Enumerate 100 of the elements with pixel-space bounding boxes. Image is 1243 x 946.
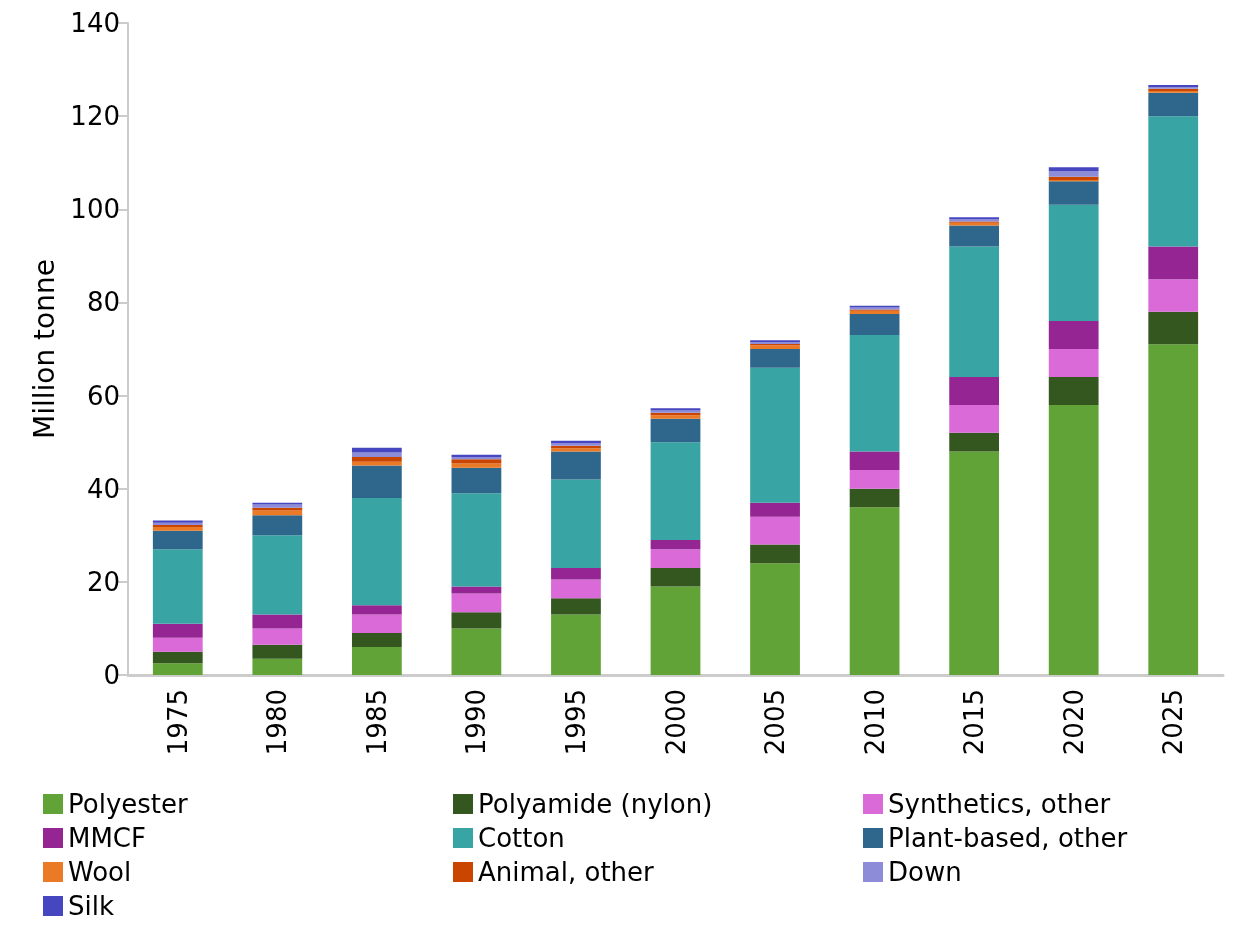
y-axis-title: Million tonne bbox=[27, 259, 61, 439]
bar bbox=[252, 658, 303, 675]
y-tick-label: 120 bbox=[70, 101, 120, 132]
bar bbox=[451, 593, 502, 613]
x-tick-label: 2015 bbox=[959, 689, 990, 756]
bar bbox=[750, 563, 800, 675]
bar bbox=[551, 567, 601, 580]
bar bbox=[152, 549, 203, 624]
bar bbox=[1148, 344, 1199, 675]
bar bbox=[849, 507, 900, 675]
bar bbox=[750, 516, 800, 545]
y-tick-label: 100 bbox=[70, 194, 120, 225]
bar bbox=[849, 310, 900, 315]
bar bbox=[949, 225, 1000, 247]
bar bbox=[551, 579, 601, 599]
bar bbox=[451, 463, 502, 468]
bar bbox=[750, 349, 800, 368]
bar bbox=[1048, 321, 1099, 349]
legend-label: Down bbox=[888, 857, 962, 887]
legend-label: Cotton bbox=[478, 823, 565, 853]
bar bbox=[451, 493, 502, 587]
bar bbox=[152, 663, 203, 675]
bar bbox=[949, 246, 1000, 377]
bar bbox=[551, 479, 601, 568]
bar bbox=[351, 614, 402, 634]
y-tick-label: 20 bbox=[86, 566, 120, 597]
x-tick-label: 2005 bbox=[760, 689, 791, 756]
bar bbox=[1048, 181, 1099, 205]
legend-label: Plant-based, other bbox=[888, 823, 1128, 853]
x-tick-label: 2000 bbox=[660, 689, 691, 756]
bar bbox=[451, 586, 502, 594]
bar bbox=[351, 465, 402, 499]
legend-label: Polyamide (nylon) bbox=[478, 789, 713, 819]
bar bbox=[1048, 404, 1099, 675]
bar bbox=[650, 418, 701, 443]
bar bbox=[650, 442, 701, 540]
bar bbox=[1148, 116, 1199, 247]
bar bbox=[949, 451, 1000, 675]
y-tick-label: 40 bbox=[86, 473, 120, 504]
legend-label: Wool bbox=[68, 857, 132, 887]
x-tick-label: 1975 bbox=[162, 689, 193, 756]
legend-label: Silk bbox=[68, 891, 115, 921]
x-tick-label: 2020 bbox=[1058, 689, 1089, 756]
bar bbox=[849, 470, 900, 489]
x-tick-label: 2025 bbox=[1158, 689, 1189, 756]
bar bbox=[252, 644, 303, 659]
bar bbox=[351, 633, 402, 648]
bar bbox=[152, 526, 203, 531]
x-tick-label: 1985 bbox=[361, 689, 392, 756]
bar bbox=[451, 467, 502, 494]
bar bbox=[949, 404, 1000, 433]
y-tick-label: 0 bbox=[103, 660, 120, 690]
bar bbox=[1148, 246, 1199, 280]
bar bbox=[152, 623, 203, 638]
bar bbox=[152, 651, 203, 664]
bar bbox=[849, 314, 900, 336]
bar bbox=[252, 628, 303, 645]
bar bbox=[252, 515, 303, 536]
bar bbox=[252, 614, 303, 629]
bar bbox=[949, 376, 1000, 405]
bar bbox=[451, 612, 502, 629]
legend-label: MMCF bbox=[68, 823, 146, 853]
bar bbox=[650, 539, 701, 550]
bar bbox=[351, 647, 402, 675]
bar bbox=[750, 544, 800, 564]
bar bbox=[1048, 171, 1099, 177]
bar bbox=[849, 488, 900, 508]
bar bbox=[351, 452, 402, 458]
bar bbox=[750, 367, 800, 503]
legend-label: Animal, other bbox=[478, 857, 655, 887]
bar bbox=[650, 549, 701, 568]
y-tick-label: 140 bbox=[70, 8, 120, 38]
bar bbox=[351, 605, 402, 615]
bar bbox=[1048, 349, 1099, 377]
bar bbox=[750, 502, 800, 517]
bar bbox=[949, 432, 1000, 452]
x-tick-label: 1980 bbox=[262, 689, 293, 756]
bar bbox=[252, 535, 303, 615]
y-tick-label: 60 bbox=[86, 380, 120, 411]
bar bbox=[551, 614, 601, 675]
bar bbox=[451, 628, 502, 675]
bar bbox=[1148, 279, 1199, 312]
bar bbox=[351, 457, 402, 462]
bar bbox=[1148, 92, 1199, 117]
bar bbox=[650, 586, 701, 675]
bar bbox=[551, 451, 601, 480]
x-tick-label: 2010 bbox=[859, 689, 890, 756]
bar bbox=[351, 498, 402, 606]
bar bbox=[451, 459, 502, 464]
bar bbox=[1048, 167, 1099, 172]
bar bbox=[1048, 376, 1099, 405]
bar bbox=[551, 598, 601, 615]
bar bbox=[152, 530, 203, 550]
legend-label: Synthetics, other bbox=[888, 789, 1111, 819]
bar bbox=[849, 335, 900, 452]
x-tick-label: 1990 bbox=[461, 689, 492, 756]
bar bbox=[1048, 204, 1099, 322]
bar bbox=[849, 451, 900, 471]
bar bbox=[650, 567, 701, 587]
y-tick-label: 80 bbox=[86, 287, 120, 318]
